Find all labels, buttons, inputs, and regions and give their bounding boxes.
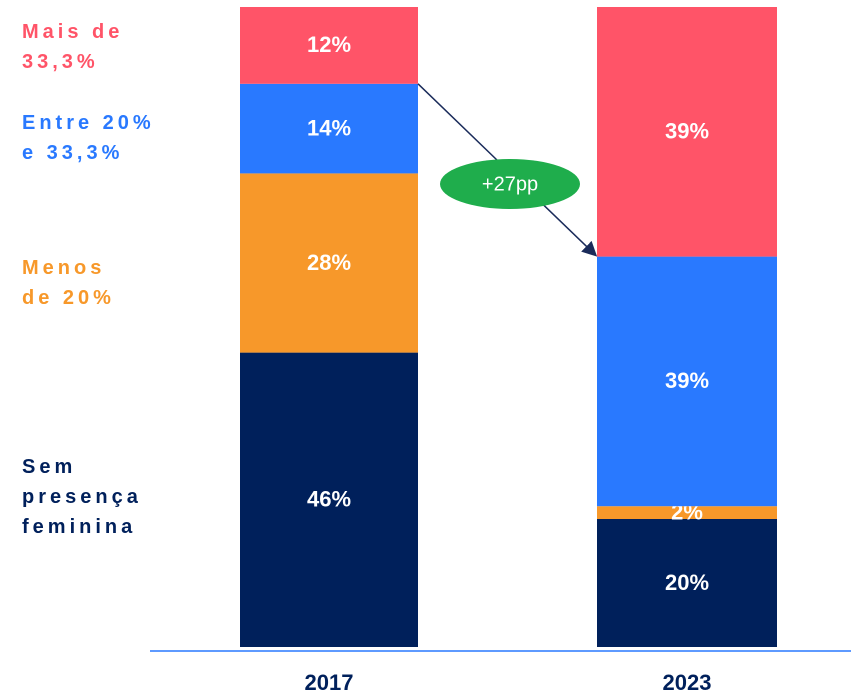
- legend-label: Entre 20% e 33,3%: [22, 112, 155, 164]
- annotation: +27pp: [482, 173, 538, 195]
- value-label: 20%: [665, 570, 709, 595]
- bar-segment: [597, 506, 777, 519]
- x-tick-label: 2023: [663, 670, 712, 695]
- bar-segment: [240, 352, 418, 647]
- x-tick-label: 2017: [305, 670, 354, 695]
- bar-segment: [597, 519, 777, 647]
- value-label: 39%: [665, 119, 709, 144]
- bar-segment: [240, 7, 418, 84]
- annotation-badge: [440, 159, 580, 209]
- legend-label: Mais de 33,3%: [22, 21, 124, 73]
- value-label: 14%: [307, 115, 351, 140]
- value-label: 12%: [307, 32, 351, 57]
- value-label: 28%: [307, 250, 351, 275]
- bar-segment: [597, 7, 777, 257]
- bar-segment: [240, 83, 418, 174]
- bar-segment: [240, 173, 418, 353]
- legend-label: Sem presença feminina: [22, 456, 142, 538]
- legend-label: Menos de 20%: [22, 257, 115, 309]
- bar-segment: [597, 256, 777, 507]
- value-label: 46%: [307, 487, 351, 512]
- value-label: 39%: [665, 368, 709, 393]
